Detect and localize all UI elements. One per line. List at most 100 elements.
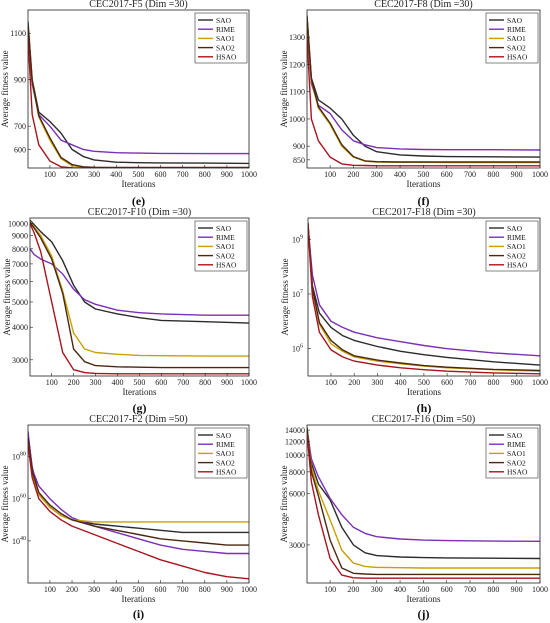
legend-entry: SAO1 <box>507 34 526 43</box>
x-tick-label: 700 <box>464 585 476 594</box>
x-tick-label: 500 <box>418 378 430 387</box>
panel-label: (e) <box>132 194 145 208</box>
x-tick-label: 600 <box>441 585 453 594</box>
x-tick-label: 800 <box>487 170 499 179</box>
legend-entry: HSAO <box>507 53 528 62</box>
x-tick-label: 800 <box>487 585 499 594</box>
panel-label: (h) <box>417 401 432 415</box>
x-tick-label: 400 <box>111 378 123 387</box>
y-tick-exponent: 80 <box>20 452 26 458</box>
x-tick-label: 1000 <box>241 378 257 387</box>
y-tick-label: 10 <box>292 235 300 244</box>
x-tick-label: 500 <box>133 378 145 387</box>
x-tick-label: 400 <box>110 585 122 594</box>
y-tick-label: 3000 <box>12 356 28 365</box>
y-tick-label: 1200 <box>289 60 305 69</box>
legend-entry: RIME <box>216 440 235 449</box>
series-line-sao1 <box>307 429 540 569</box>
legend-entry: SAO <box>216 16 232 25</box>
y-tick-label: 8000 <box>289 468 305 477</box>
series-line-hsao <box>28 37 249 168</box>
legend-entry: HSAO <box>216 261 237 270</box>
panel-label: (f) <box>418 194 430 208</box>
series-line-hsao <box>28 443 249 580</box>
x-tick-label: 700 <box>177 378 189 387</box>
y-axis-label: Average fitness value <box>2 258 12 335</box>
series-line-sao <box>307 15 540 158</box>
y-tick-label: 10000 <box>285 451 305 460</box>
chart-title: CEC2017-F18 (Dim =30) <box>372 207 475 218</box>
x-tick-label: 600 <box>155 585 167 594</box>
y-tick-label: 6000 <box>12 277 28 286</box>
x-tick-label: 800 <box>199 378 211 387</box>
x-axis-label: Iterations <box>123 387 157 397</box>
panel-label: (g) <box>133 401 147 415</box>
y-tick-label: 3000 <box>289 541 305 550</box>
x-tick-label: 100 <box>324 585 336 594</box>
series-line-rime <box>30 248 249 316</box>
series-line-sao <box>308 222 540 366</box>
y-tick-label: 5000 <box>12 298 28 307</box>
chart-title: CEC2017-F16 (Dim =50) <box>372 414 475 425</box>
series-line-hsao <box>307 432 540 579</box>
x-tick-label: 200 <box>347 170 359 179</box>
chart-title: CEC2017-F8 (Dim =30) <box>374 0 472 10</box>
x-tick-label: 300 <box>90 378 102 387</box>
y-tick-label: 1100 <box>10 29 26 38</box>
series-line-sao1 <box>28 439 249 523</box>
chart-title: CEC2017-F10 (Dim =30) <box>88 207 191 218</box>
y-axis-label: Average fitness value <box>279 50 289 127</box>
legend-entry: SAO2 <box>216 458 235 467</box>
x-tick-label: 400 <box>395 378 407 387</box>
series-line-hsao <box>308 226 540 375</box>
legend-entry: SAO1 <box>216 449 235 458</box>
legend-entry: HSAO <box>216 53 237 62</box>
legend-entry: RIME <box>216 233 235 242</box>
legend-entry: RIME <box>507 25 526 34</box>
legend-entry: SAO1 <box>216 242 235 251</box>
y-axis-label: Average fitness value <box>0 50 10 127</box>
x-tick-label: 800 <box>199 170 211 179</box>
y-axis-label: Average fitness value <box>280 258 290 335</box>
y-tick-exponent: 6 <box>300 344 303 350</box>
x-tick-label: 200 <box>348 378 360 387</box>
x-tick-label: 400 <box>110 170 122 179</box>
panel-e: CEC2017-F5 (Dim =30) 100 200 300 400 500 600 70… <box>0 0 257 208</box>
x-axis-label: Iterations <box>122 594 156 604</box>
y-tick-label: 4000 <box>12 323 28 332</box>
y-tick-exponent: 9 <box>300 234 303 240</box>
series-line-sao2 <box>28 437 249 546</box>
x-tick-label: 300 <box>371 170 383 179</box>
y-tick-label: 600 <box>14 145 26 154</box>
x-tick-label: 900 <box>511 170 523 179</box>
series-line-rime <box>307 429 540 542</box>
legend-entry: SAO2 <box>507 251 526 260</box>
y-tick-label: 9000 <box>12 231 28 240</box>
x-tick-label: 100 <box>325 378 337 387</box>
panel-h: CEC2017-F18 (Dim =30) 100 200 300 400 500 600 7… <box>280 207 548 415</box>
series-line-rime <box>308 226 540 357</box>
x-tick-label: 100 <box>46 378 58 387</box>
y-tick-label: 7000 <box>12 260 28 269</box>
x-tick-label: 200 <box>66 585 78 594</box>
y-tick-exponent: 7 <box>300 289 303 295</box>
x-tick-label: 700 <box>464 378 476 387</box>
y-tick-label: 10 <box>12 453 20 462</box>
x-tick-label: 100 <box>324 170 336 179</box>
y-tick-exponent: 60 <box>20 494 26 500</box>
panel-j: CEC2017-F16 (Dim =50) 100 200 300 400 500 600 7… <box>279 414 548 621</box>
y-tick-label: 700 <box>14 122 26 131</box>
panel-g: CEC2017-F10 (Dim =30) 100 200 300 400 500 600 7… <box>2 207 257 415</box>
y-tick-label: 14000 <box>285 426 305 435</box>
legend-entry: SAO <box>507 431 523 440</box>
legend-entry: RIME <box>216 25 235 34</box>
x-tick-label: 100 <box>44 585 56 594</box>
series-line-sao <box>307 427 540 560</box>
y-tick-label: 900 <box>293 142 305 151</box>
series-line-rime <box>28 431 249 555</box>
